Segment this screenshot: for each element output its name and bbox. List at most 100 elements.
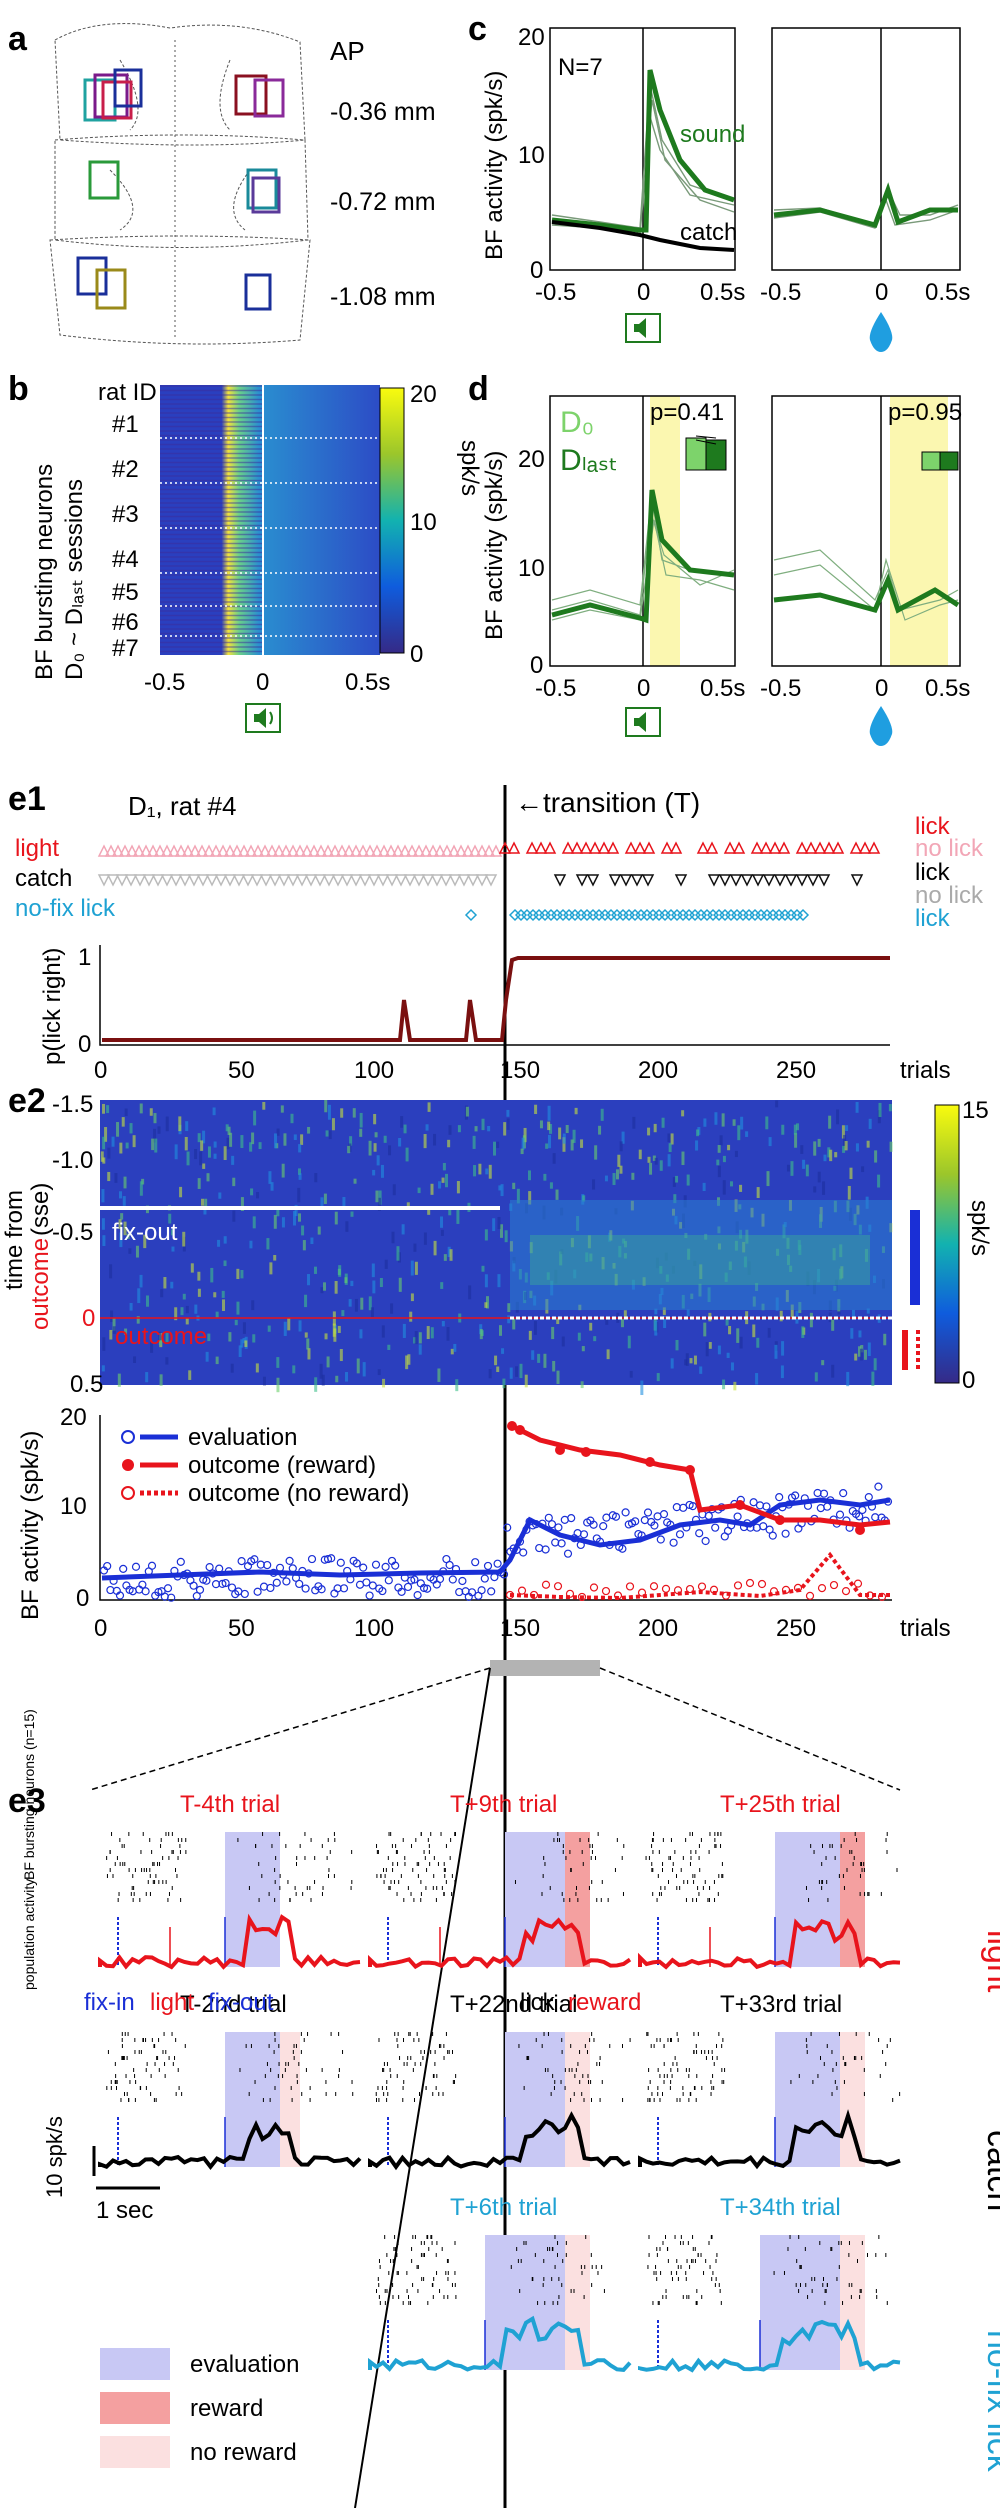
heatmap-pixel <box>686 1174 690 1186</box>
trial-marker <box>209 844 223 857</box>
trial-marker <box>705 841 719 854</box>
heatmap-pixel <box>627 1335 631 1349</box>
trial-marker <box>394 874 408 887</box>
trial-marker <box>421 874 435 887</box>
heatmap-pixel <box>693 1355 697 1365</box>
trial-marker <box>532 908 546 922</box>
heatmap-pixel <box>381 1325 385 1338</box>
heatmap-pixel <box>258 1142 262 1150</box>
heatmap-pixel <box>533 1321 537 1335</box>
heatmap-pixel <box>240 1135 244 1148</box>
heatmap-pixel <box>373 1143 377 1152</box>
heatmap-pixel <box>212 1107 216 1116</box>
heatmap-pixel <box>137 1288 141 1304</box>
evaluation-point <box>656 1535 665 1544</box>
heatmap-pixel <box>197 1288 201 1297</box>
panel-c-right-axes <box>771 27 961 271</box>
colorbar-b-tick-10: 10 <box>410 509 437 536</box>
heatmap-pixel <box>178 1116 182 1132</box>
panel-a: a AP -0.36 mm -0.72 mm -1.08 mm <box>8 20 436 345</box>
heatmap-pixel <box>790 1161 794 1176</box>
evaluation-point <box>864 1493 873 1502</box>
heatmap-pixel <box>413 1337 417 1344</box>
heatmap-pixel <box>795 1310 799 1324</box>
heatmap-pixel <box>474 1126 478 1132</box>
trial-marker <box>430 874 444 887</box>
evaluation-point <box>218 1579 227 1588</box>
trial-marker <box>570 841 584 854</box>
heatmap-pixel <box>829 1149 833 1162</box>
panel-b-ylabel-1: BF bursting neurons <box>31 464 58 680</box>
trial-marker <box>153 844 167 857</box>
trial-marker <box>160 874 174 887</box>
heatmap-pixel <box>396 1246 400 1261</box>
population-trace <box>368 2315 632 2372</box>
heatmap-pixel <box>414 1331 418 1345</box>
trial-marker <box>295 874 309 887</box>
population-trace <box>98 2120 362 2171</box>
heatmap-pixel <box>866 1140 870 1148</box>
e1-right-nolick-2: no lick <box>915 882 984 909</box>
trial-marker <box>606 841 620 854</box>
heatmap-pixel <box>117 1373 121 1387</box>
heatmap-pixel <box>379 1278 383 1288</box>
trial-title: T-2nd trial <box>180 1991 287 2018</box>
heatmap-pixel <box>154 1138 158 1153</box>
heatmap-pixel <box>739 1336 743 1349</box>
heatmap-pixel <box>213 1141 217 1148</box>
rat-id-label: #5 <box>112 579 139 606</box>
colorbar-b-tick-0: 0 <box>410 641 423 668</box>
heatmap-pixel <box>125 1142 129 1149</box>
heatmap-pixel <box>337 1325 341 1333</box>
sound-label: sound <box>680 121 745 148</box>
heatmap-pixel <box>756 1337 760 1348</box>
e3-trial-cell: T+6th trial <box>368 2194 632 2372</box>
trial-marker <box>367 874 381 887</box>
speaker-icon <box>245 703 281 733</box>
heatmap-pixel <box>107 1171 111 1182</box>
evaluation-point <box>339 1584 349 1593</box>
panel-e2-label: e2 <box>8 1082 46 1120</box>
trial-marker <box>514 908 528 922</box>
heatmap-pixel <box>374 1132 378 1138</box>
heatmap-pixel <box>572 1129 576 1143</box>
trial-marker <box>646 908 660 922</box>
heatmap-pixel <box>168 1213 172 1224</box>
heatmap-pixel <box>849 1167 853 1180</box>
heatmap-pixel <box>222 1299 226 1311</box>
heatmap-pixel <box>447 1139 451 1148</box>
heatmap-pixel <box>242 1322 246 1334</box>
heatmap-pixel <box>719 1135 723 1146</box>
rat-id-labels: #1 #2 #3 #4 #5 #6#7 <box>112 411 139 662</box>
heatmap-pixel <box>158 1331 162 1341</box>
noreward-point <box>517 1586 527 1595</box>
colorbar-e2-unit: spk/s <box>966 1200 993 1256</box>
noreward-point <box>697 1582 707 1591</box>
trial-marker <box>813 841 827 854</box>
heatmap-pixel <box>433 1240 437 1256</box>
heatmap-pixel <box>153 1113 157 1124</box>
heatmap-pixel <box>139 1274 143 1288</box>
trial-marker <box>277 874 291 887</box>
e3-lick: lick <box>520 1989 556 2016</box>
trial-marker <box>604 908 618 922</box>
heatmap-pixel <box>165 1357 169 1365</box>
trial-marker <box>498 841 512 854</box>
evaluation-point <box>176 1557 185 1566</box>
noreward-point <box>733 1581 743 1590</box>
heatmap-pixel <box>324 1333 328 1340</box>
scale-y-label: 10 spk/s <box>42 2116 67 2198</box>
e2-ylabel-a: time from <box>1 1190 28 1290</box>
evaluation-point <box>147 1561 157 1570</box>
heatmap-pixel <box>726 1352 730 1358</box>
evaluation-window <box>225 2032 280 2167</box>
population-trace <box>368 1917 632 1970</box>
e3-row-catch: catch <box>980 2130 1000 2211</box>
heatmap-pixel <box>292 1365 296 1374</box>
trial-marker <box>237 844 251 857</box>
noreward-point <box>805 1591 815 1600</box>
heatmap-pixel <box>371 1263 375 1278</box>
panel-c-ylabel: BF activity (spk/s) <box>481 71 508 260</box>
heatmap-pixel <box>845 1125 849 1132</box>
heatmap-pixel <box>549 1182 553 1189</box>
